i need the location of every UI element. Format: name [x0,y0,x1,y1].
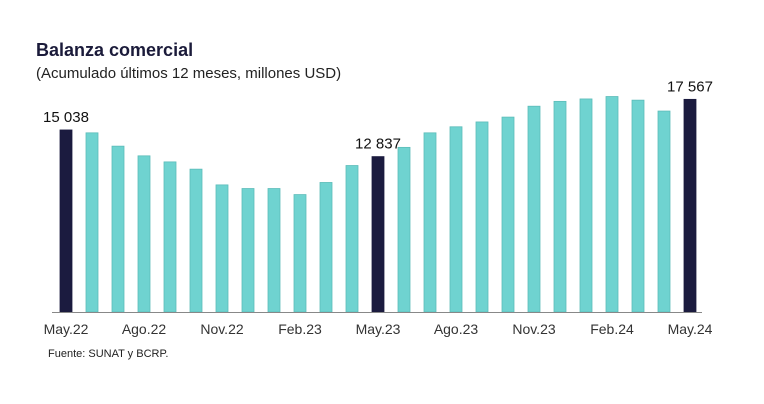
data-label: 12 837 [355,136,401,153]
chart-subtitle: (Acumulado últimos 12 meses, millones US… [36,65,342,82]
x-tick-label: Nov.23 [512,321,556,337]
bar-Ago.23 [449,126,463,313]
bar-Ene.24 [579,98,593,313]
bar-Jun.22 [85,132,99,313]
data-label: 15 038 [43,109,89,126]
bar-Sep.22 [163,161,177,313]
bar-Mar.23 [319,182,333,313]
bar-Dic.23 [553,100,567,313]
x-tick-label: Feb.23 [278,321,322,337]
x-tick-label: Feb.24 [590,321,634,337]
bar-Feb.24 [605,96,619,313]
bar-Feb.23 [293,194,307,313]
bar-May.24 [683,98,697,313]
bar-Dic.22 [241,188,255,313]
chart-title: Balanza comercial [36,40,194,60]
bar-Abr.23 [345,165,359,313]
bar-Nov.23 [527,105,541,313]
data-label: 17 567 [667,78,713,95]
bar-Sep.23 [475,121,489,313]
x-tick-label: May.23 [356,321,401,337]
bar-Oct.22 [189,168,203,313]
x-tick-label: Ago.23 [434,321,479,337]
source-note: Fuente: SUNAT y BCRP. [48,348,169,360]
bar-Abr.24 [657,110,671,313]
bar-Nov.22 [215,184,229,313]
x-tick-label: May.22 [44,321,89,337]
bar-Jun.23 [397,146,411,313]
bar-Ene.23 [267,188,281,313]
bar-Ago.22 [137,155,151,313]
bar-May.23 [371,156,385,313]
bar-Jul.23 [423,132,437,313]
x-tick-label: Ago.22 [122,321,167,337]
bar-May.22 [59,129,73,313]
x-tick-label: May.24 [668,321,713,337]
bar-Mar.24 [631,99,645,313]
x-tick-label: Nov.22 [200,321,244,337]
bar-Oct.23 [501,116,515,313]
bar-Jul.22 [111,145,125,313]
